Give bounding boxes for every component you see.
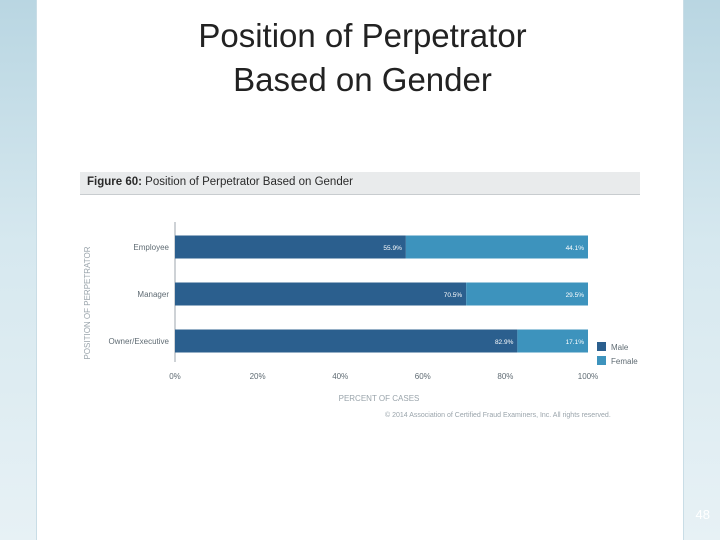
bar-male — [175, 329, 518, 353]
y-axis-title: POSITION OF PERPETRATOR — [83, 246, 92, 359]
legend-swatch-male — [597, 342, 606, 351]
data-label-male: 82.9% — [495, 339, 514, 346]
category-label: Owner/Executive — [109, 337, 170, 346]
x-tick-label: 20% — [250, 372, 266, 381]
category-label: Manager — [137, 290, 169, 299]
bar-male — [175, 282, 467, 306]
left-decor-band — [0, 0, 37, 540]
figure-caption: Position of Perpetrator Based on Gender — [145, 176, 353, 188]
legend-label-male: Male — [611, 343, 629, 352]
slide-title-line2: Based on Gender — [233, 61, 492, 98]
x-tick-label: 100% — [578, 372, 598, 381]
data-label-male: 70.5% — [444, 292, 463, 299]
legend-swatch-female — [597, 356, 606, 365]
data-label-female: 29.5% — [566, 292, 585, 299]
bar-male — [175, 235, 406, 259]
slide-title: Position of Perpetrator Based on Gender — [60, 14, 665, 102]
bar-female — [405, 235, 588, 259]
x-tick-label: 40% — [332, 372, 348, 381]
x-axis-title: PERCENT OF CASES — [339, 394, 420, 403]
category-label: Employee — [133, 243, 169, 252]
copyright-note: © 2014 Association of Certified Fraud Ex… — [385, 412, 611, 419]
figure-header: Figure 60: Position of Perpetrator Based… — [80, 172, 640, 195]
x-tick-label: 60% — [415, 372, 431, 381]
data-label-male: 55.9% — [383, 245, 402, 252]
x-tick-label: 0% — [169, 372, 181, 381]
page-number: 48 — [695, 507, 710, 522]
figure-label: Figure 60: — [87, 176, 142, 188]
legend-label-female: Female — [611, 357, 638, 366]
right-decor-band — [683, 0, 720, 540]
slide-title-line1: Position of Perpetrator — [198, 17, 527, 54]
data-label-female: 17.1% — [566, 339, 585, 346]
bar-female — [517, 329, 588, 353]
x-tick-label: 80% — [497, 372, 513, 381]
data-label-female: 44.1% — [566, 245, 585, 252]
bar-female — [466, 282, 588, 306]
